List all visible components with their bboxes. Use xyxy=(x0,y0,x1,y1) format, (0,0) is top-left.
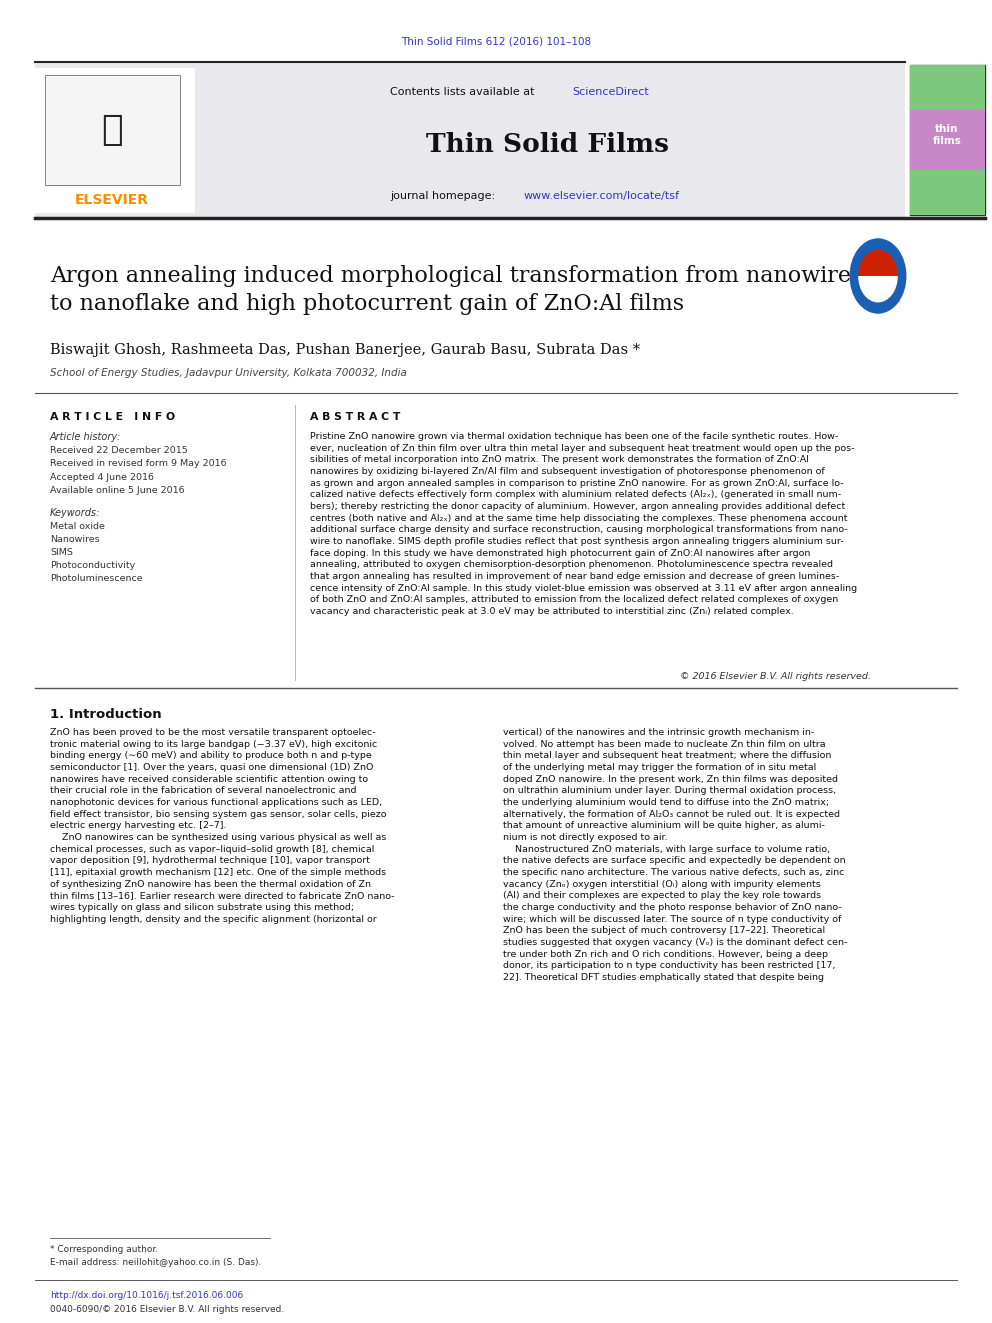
Text: Biswajit Ghosh, Rashmeeta Das, Pushan Banerjee, Gaurab Basu, Subrata Das *: Biswajit Ghosh, Rashmeeta Das, Pushan Ba… xyxy=(50,343,640,357)
Wedge shape xyxy=(858,277,898,303)
Text: Keywords:: Keywords: xyxy=(50,508,100,519)
Text: E-mail address: neillohit@yahoo.co.in (S. Das).: E-mail address: neillohit@yahoo.co.in (S… xyxy=(50,1258,261,1267)
Text: Received in revised form 9 May 2016: Received in revised form 9 May 2016 xyxy=(50,459,226,468)
Text: A R T I C L E   I N F O: A R T I C L E I N F O xyxy=(50,411,176,422)
Text: SIMS: SIMS xyxy=(50,548,72,557)
Text: Photoconductivity: Photoconductivity xyxy=(50,561,135,570)
Text: http://dx.doi.org/10.1016/j.tsf.2016.06.006: http://dx.doi.org/10.1016/j.tsf.2016.06.… xyxy=(50,1291,243,1301)
Circle shape xyxy=(850,239,906,314)
Text: vertical) of the nanowires and the intrinsic growth mechanism in-
volved. No att: vertical) of the nanowires and the intri… xyxy=(503,728,847,982)
Text: Thin Solid Films 612 (2016) 101–108: Thin Solid Films 612 (2016) 101–108 xyxy=(401,37,591,48)
Text: Contents lists available at: Contents lists available at xyxy=(390,87,538,97)
Bar xyxy=(910,65,985,216)
Text: School of Energy Studies, Jadavpur University, Kolkata 700032, India: School of Energy Studies, Jadavpur Unive… xyxy=(50,368,407,378)
Text: 🌲: 🌲 xyxy=(101,112,123,147)
Text: Thin Solid Films: Thin Solid Films xyxy=(427,132,670,157)
Text: Received 22 December 2015: Received 22 December 2015 xyxy=(50,446,187,455)
Text: Article history:: Article history: xyxy=(50,433,121,442)
Text: Pristine ZnO nanowire grown via thermal oxidation technique has been one of the : Pristine ZnO nanowire grown via thermal … xyxy=(310,433,857,617)
Text: CrossMark: CrossMark xyxy=(856,295,900,304)
Text: 0040-6090/© 2016 Elsevier B.V. All rights reserved.: 0040-6090/© 2016 Elsevier B.V. All right… xyxy=(50,1304,285,1314)
Bar xyxy=(35,67,195,213)
Text: Available online 5 June 2016: Available online 5 June 2016 xyxy=(50,487,185,496)
Bar xyxy=(910,65,985,110)
Text: 1. Introduction: 1. Introduction xyxy=(50,708,162,721)
Text: ZnO has been proved to be the most versatile transparent optoelec-
tronic materi: ZnO has been proved to be the most versa… xyxy=(50,728,395,923)
Text: A B S T R A C T: A B S T R A C T xyxy=(310,411,401,422)
Text: www.elsevier.com/locate/tsf: www.elsevier.com/locate/tsf xyxy=(524,191,680,201)
Text: Photoluminescence: Photoluminescence xyxy=(50,574,143,583)
Text: thin
films: thin films xyxy=(932,124,961,146)
Bar xyxy=(910,169,985,216)
Text: Nanowires: Nanowires xyxy=(50,534,99,544)
Wedge shape xyxy=(858,250,898,277)
Text: Argon annealing induced morphological transformation from nanowire
to nanoflake : Argon annealing induced morphological tr… xyxy=(50,265,851,315)
Text: * Corresponding author.: * Corresponding author. xyxy=(50,1245,158,1254)
Bar xyxy=(45,75,180,185)
Text: ScienceDirect: ScienceDirect xyxy=(572,87,649,97)
Text: © 2016 Elsevier B.V. All rights reserved.: © 2016 Elsevier B.V. All rights reserved… xyxy=(680,672,871,681)
Text: Metal oxide: Metal oxide xyxy=(50,523,105,531)
Text: journal homepage:: journal homepage: xyxy=(390,191,499,201)
Text: ELSEVIER: ELSEVIER xyxy=(75,193,149,206)
Text: Accepted 4 June 2016: Accepted 4 June 2016 xyxy=(50,474,154,482)
Bar xyxy=(35,64,905,218)
Bar xyxy=(910,110,985,169)
